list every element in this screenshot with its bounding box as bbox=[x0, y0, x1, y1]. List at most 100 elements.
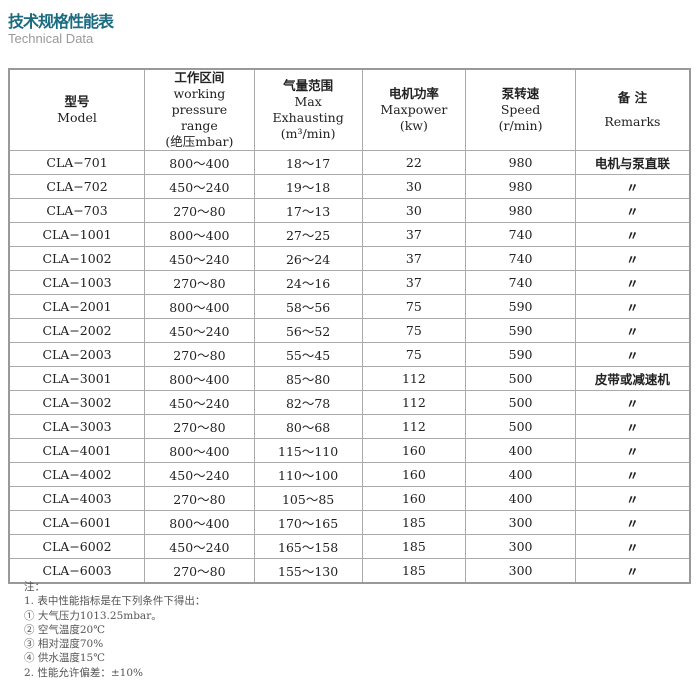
table-cell: 电机与泵直联 bbox=[574, 150, 691, 175]
table-cell: 300 bbox=[465, 510, 576, 535]
table-cell: 30 bbox=[361, 174, 467, 199]
table-cell: CLA−3002 bbox=[8, 390, 146, 415]
table-cell: 〃 bbox=[574, 174, 691, 199]
table-row: CLA−4003 270～80 105～85 160 400 〃 bbox=[8, 486, 691, 511]
table-cell: 〃 bbox=[574, 486, 691, 511]
table-cell: CLA−701 bbox=[8, 150, 146, 175]
table-cell: CLA−6001 bbox=[8, 510, 146, 535]
table-row: CLA−1001 800～400 27～25 37 740 〃 bbox=[8, 222, 691, 247]
table-cell: 800～400 bbox=[144, 150, 255, 175]
table-cell: 500 bbox=[465, 414, 576, 439]
table-cell: 300 bbox=[465, 558, 576, 584]
table-cell: 〃 bbox=[574, 390, 691, 415]
column-header-en: Speed bbox=[500, 102, 541, 117]
table-cell: 37 bbox=[361, 222, 467, 247]
table-cell: 〃 bbox=[574, 510, 691, 535]
table-row: CLA−2001 800～400 58～56 75 590 〃 bbox=[8, 294, 691, 319]
table-cell: 18～17 bbox=[253, 150, 363, 175]
table-cell: 800～400 bbox=[144, 222, 255, 247]
table-cell: 450～240 bbox=[144, 534, 255, 559]
table-cell: 112 bbox=[361, 366, 467, 391]
table-header-row: 型号 Model 工作区间 working pressure range (绝压mbar)… bbox=[8, 68, 691, 151]
table-row: CLA−701 800～400 18～17 22 980 电机与泵直联 bbox=[8, 150, 691, 175]
table-cell: 500 bbox=[465, 366, 576, 391]
column-header-en: (m³/min) bbox=[280, 126, 336, 141]
column-header-cn: 电机功率 bbox=[388, 86, 439, 101]
column-header-en: Remarks bbox=[604, 114, 661, 129]
table-cell: 450～240 bbox=[144, 318, 255, 343]
table-cell: 82～78 bbox=[253, 390, 363, 415]
column-header-en: (绝压mbar) bbox=[165, 134, 234, 149]
table-cell: 450～240 bbox=[144, 246, 255, 271]
column-header-en: Maxpower bbox=[380, 102, 448, 117]
table-cell: 185 bbox=[361, 534, 467, 559]
notes: 注： 1. 表中性能指标是在下列条件下得出： ① 大气压力1013.25mbar。 ②… bbox=[24, 580, 205, 680]
table-cell: 590 bbox=[465, 342, 576, 367]
table-cell: CLA−4001 bbox=[8, 438, 146, 463]
table-cell: 〃 bbox=[574, 462, 691, 487]
table-cell: CLA−4003 bbox=[8, 486, 146, 511]
table-cell: 30 bbox=[361, 198, 467, 223]
table-cell: 590 bbox=[465, 294, 576, 319]
table-row: CLA−702 450～240 19～18 30 980 〃 bbox=[8, 174, 691, 199]
table-cell: 450～240 bbox=[144, 390, 255, 415]
note-line: ③ 相对湿度70% bbox=[24, 638, 104, 651]
table-cell: 160 bbox=[361, 438, 467, 463]
note-line: 注： bbox=[24, 581, 45, 593]
table-cell: 400 bbox=[465, 438, 576, 463]
column-header-cn: 备 注 bbox=[617, 90, 648, 105]
table-cell: 165～158 bbox=[253, 534, 363, 559]
table-cell: 270～80 bbox=[144, 270, 255, 295]
table-cell: CLA−2001 bbox=[8, 294, 146, 319]
table-cell: 〃 bbox=[574, 414, 691, 439]
table-cell: 270～80 bbox=[144, 198, 255, 223]
column-header-en: Max bbox=[294, 94, 322, 109]
table-cell: 112 bbox=[361, 414, 467, 439]
table-cell: 〃 bbox=[574, 534, 691, 559]
table-cell: CLA−1003 bbox=[8, 270, 146, 295]
note-line: ④ 供水温度15℃ bbox=[24, 652, 105, 665]
note-line: 1. 表中性能指标是在下列条件下得出： bbox=[24, 595, 206, 608]
table-cell: 58～56 bbox=[253, 294, 363, 319]
table-cell: CLA−1002 bbox=[8, 246, 146, 271]
column-header-en: range bbox=[180, 118, 218, 133]
table-cell: 170～165 bbox=[253, 510, 363, 535]
table-cell: 27～25 bbox=[253, 222, 363, 247]
table-cell: CLA−3001 bbox=[8, 366, 146, 391]
column-header-cn: 工作区间 bbox=[174, 70, 225, 85]
table-cell: 17～13 bbox=[253, 198, 363, 223]
table-row: CLA−4001 800～400 115～110 160 400 〃 bbox=[8, 438, 691, 463]
table-cell: 26～24 bbox=[253, 246, 363, 271]
table-cell: 19～18 bbox=[253, 174, 363, 199]
table-cell: 115～110 bbox=[253, 438, 363, 463]
table-cell: CLA−2002 bbox=[8, 318, 146, 343]
table-cell: 75 bbox=[361, 342, 467, 367]
column-header-en: Model bbox=[57, 110, 97, 125]
table-cell: 〃 bbox=[574, 246, 691, 271]
table-cell: 22 bbox=[361, 150, 467, 175]
table-cell: 85～80 bbox=[253, 366, 363, 391]
table-cell: 160 bbox=[361, 462, 467, 487]
table-cell: 155～130 bbox=[253, 558, 363, 584]
table-cell: 185 bbox=[361, 510, 467, 535]
table-cell: 〃 bbox=[574, 198, 691, 223]
table-cell: 270～80 bbox=[144, 342, 255, 367]
table-row: CLA−2003 270～80 55～45 75 590 〃 bbox=[8, 342, 691, 367]
table-cell: 〃 bbox=[574, 270, 691, 295]
table-cell: 皮带或减速机 bbox=[574, 366, 691, 391]
column-header: 工作区间 working pressure range (绝压mbar) bbox=[144, 68, 255, 151]
table-cell: 55～45 bbox=[253, 342, 363, 367]
table-cell: 37 bbox=[361, 270, 467, 295]
table-cell: 800～400 bbox=[144, 366, 255, 391]
column-header: 电机功率 Maxpower (kw) bbox=[361, 68, 467, 151]
column-header: 型号 Model bbox=[8, 68, 146, 151]
column-header: 泵转速 Speed (r/min) bbox=[465, 68, 576, 151]
table-row: CLA−6001 800～400 170～165 185 300 〃 bbox=[8, 510, 691, 535]
table-cell: 105～85 bbox=[253, 486, 363, 511]
column-header-cn: 型号 bbox=[64, 94, 90, 109]
table-cell: CLA−4002 bbox=[8, 462, 146, 487]
table-cell: 450～240 bbox=[144, 174, 255, 199]
column-header-en: (r/min) bbox=[498, 118, 543, 133]
table-cell: 80～68 bbox=[253, 414, 363, 439]
table-cell: 980 bbox=[465, 198, 576, 223]
